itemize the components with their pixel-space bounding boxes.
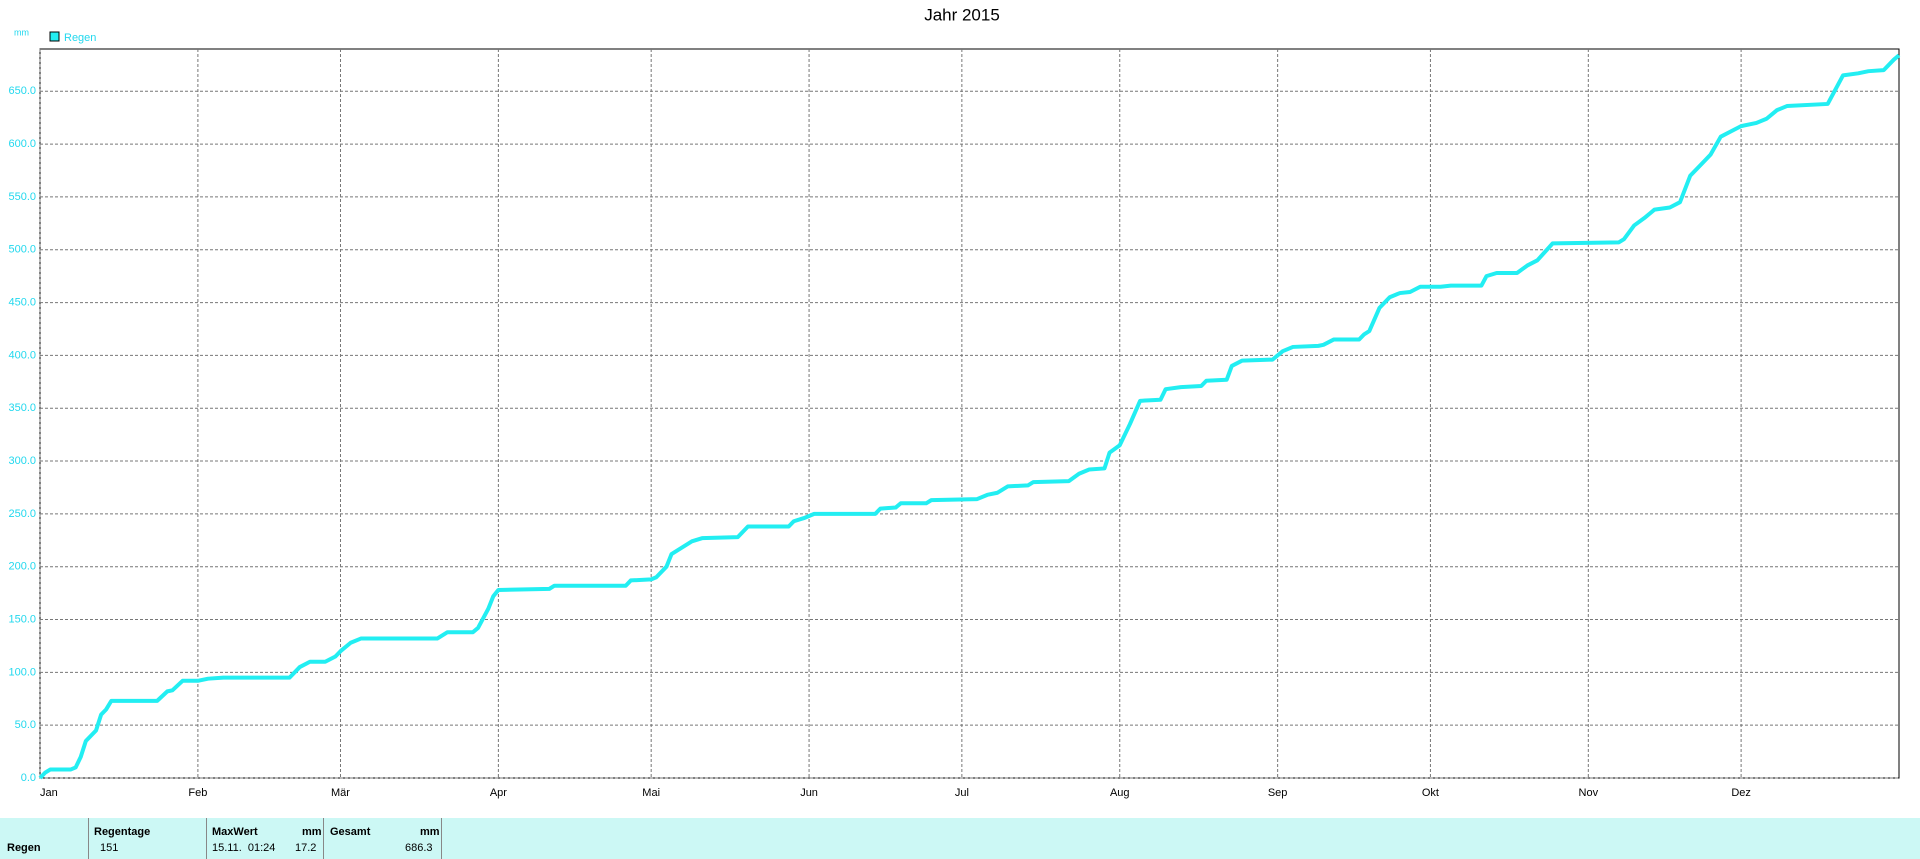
line [38, 53, 1901, 780]
x-tick-label: Dez [1731, 787, 1751, 799]
y-tick-label: 400.0 [8, 349, 36, 361]
y-tick-label: 50.0 [15, 719, 36, 731]
x-tick-label: Okt [1422, 787, 1439, 799]
header: mm [420, 826, 440, 838]
cell: 686.3 [405, 842, 433, 854]
y-tick-label: 100.0 [8, 666, 36, 678]
y-tick-label: 150.0 [8, 613, 36, 625]
legend-swatch [49, 31, 60, 42]
chart: Jahr 2015 mm Regen 0.0 50.0 100.0 150.0 200.… [8, 5, 1901, 799]
plot-area [39, 48, 1900, 779]
y-tick-label: 250.0 [8, 508, 36, 520]
header: Regentage [94, 826, 151, 838]
legend-label: Regen [64, 32, 96, 44]
y-tick-label: 0.0 [21, 772, 36, 784]
separator [441, 818, 442, 859]
cell: 17.2 [295, 842, 317, 854]
x-tick-label: Mär [331, 787, 350, 799]
cell: 151 [100, 842, 119, 854]
y-axis-label: mm [14, 27, 29, 37]
separator [206, 818, 207, 859]
y-tick-label: 300.0 [8, 455, 36, 467]
y-tick-label: 650.0 [8, 85, 36, 97]
cell: 15.11. 01:24 [212, 842, 276, 854]
x-tick-label: Jun [800, 787, 818, 799]
row-label: Regen [7, 842, 41, 854]
header: MaxWert [212, 826, 258, 838]
y-tick-label: 600.0 [8, 138, 36, 150]
x-tick-label: Feb [188, 787, 207, 799]
header: mm [302, 826, 322, 838]
y-tick-label: 350.0 [8, 402, 36, 414]
separator [88, 818, 89, 859]
y-tick-label: 550.0 [8, 191, 36, 203]
summary-table: Regentage MaxWert mm Gesamt mm Regen 151… [0, 818, 1920, 859]
x-tick-label: Nov [1579, 787, 1599, 799]
y-tick-label: 450.0 [8, 296, 36, 308]
x-tick-label: Aug [1110, 787, 1130, 799]
header: Gesamt [330, 826, 371, 838]
separator [323, 818, 324, 859]
x-tick-label: Apr [490, 787, 507, 799]
x-tick-label: Sep [1268, 787, 1288, 799]
y-tick-label: 200.0 [8, 561, 36, 573]
x-tick-label: Jan [40, 787, 58, 799]
x-tick-label: Mai [642, 787, 660, 799]
x-tick-label: Jul [955, 787, 969, 799]
y-tick-label: 500.0 [8, 244, 36, 256]
chart-title: Jahr 2015 [924, 5, 1000, 24]
